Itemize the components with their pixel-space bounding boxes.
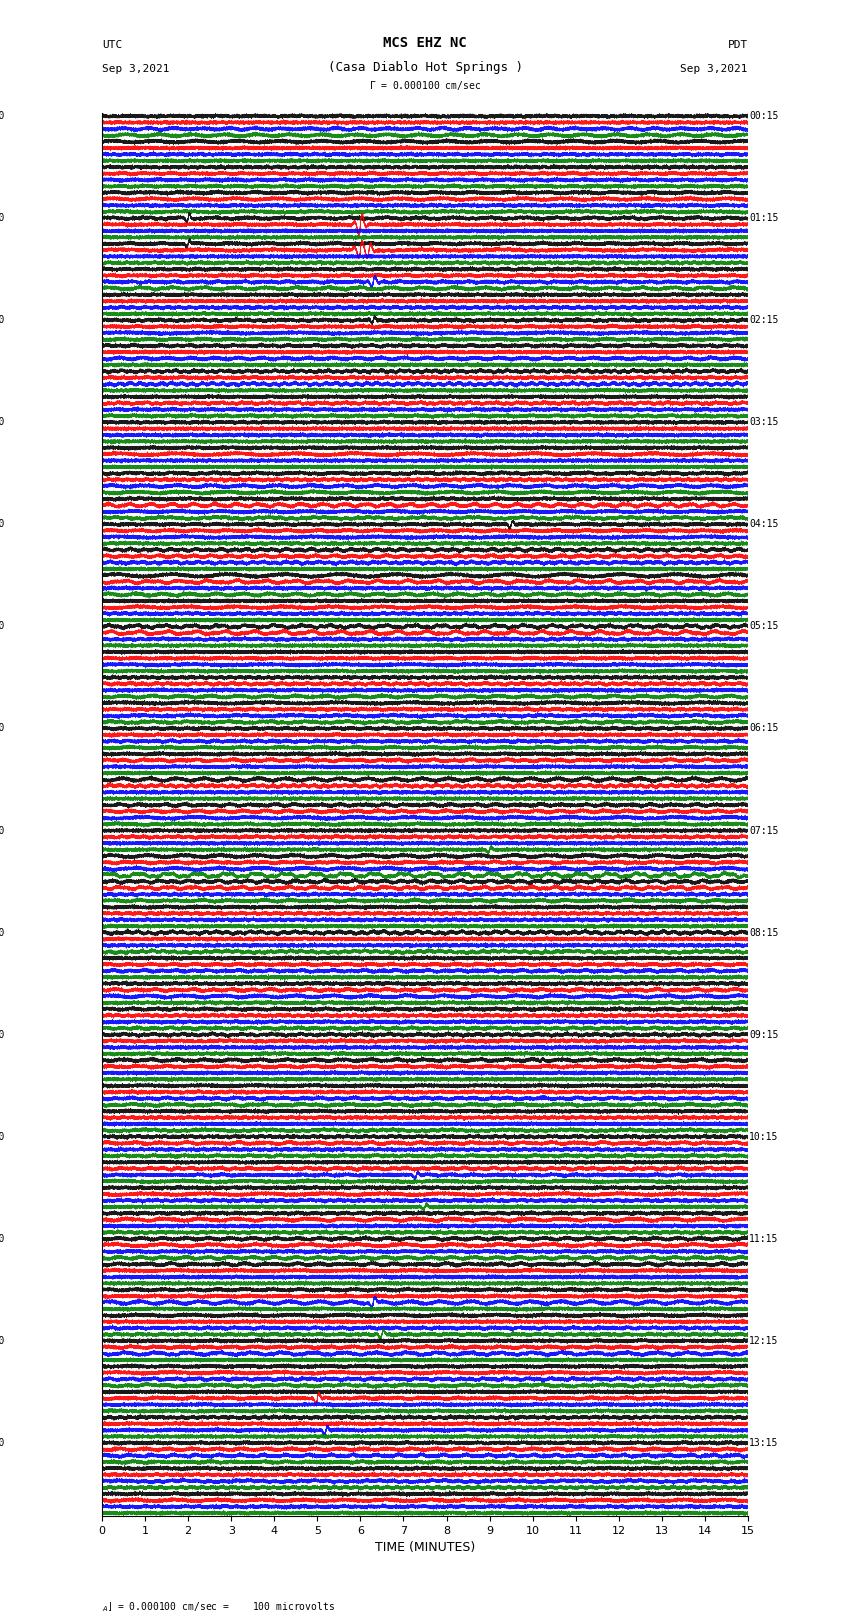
Text: (Casa Diablo Hot Springs ): (Casa Diablo Hot Springs ) [327,61,523,74]
Text: 10:15: 10:15 [750,1132,779,1142]
Text: 12:00: 12:00 [0,621,5,631]
Text: 17:00: 17:00 [0,1132,5,1142]
Text: Sep 3,2021: Sep 3,2021 [681,63,748,74]
Text: 19:00: 19:00 [0,1336,5,1345]
Text: 09:15: 09:15 [750,1029,779,1040]
Text: 04:15: 04:15 [750,519,779,529]
Text: 13:15: 13:15 [750,1437,779,1448]
Text: 09:00: 09:00 [0,315,5,326]
Text: $\mathsf{\Gamma}$ = 0.000100 cm/sec: $\mathsf{\Gamma}$ = 0.000100 cm/sec [369,79,481,92]
Text: 11:00: 11:00 [0,519,5,529]
Text: MCS EHZ NC: MCS EHZ NC [383,35,467,50]
X-axis label: TIME (MINUTES): TIME (MINUTES) [375,1542,475,1555]
Text: 01:15: 01:15 [750,213,779,223]
Text: 08:15: 08:15 [750,927,779,937]
Text: 20:00: 20:00 [0,1437,5,1448]
Text: 03:15: 03:15 [750,418,779,427]
Text: 10:00: 10:00 [0,418,5,427]
Text: PDT: PDT [728,40,748,50]
Text: 12:15: 12:15 [750,1336,779,1345]
Text: 08:00: 08:00 [0,213,5,223]
Text: 07:15: 07:15 [750,826,779,836]
Text: 15:00: 15:00 [0,927,5,937]
Text: 02:15: 02:15 [750,315,779,326]
Text: 11:15: 11:15 [750,1234,779,1244]
Text: Sep 3,2021: Sep 3,2021 [102,63,169,74]
Text: 06:15: 06:15 [750,724,779,734]
Text: 07:00: 07:00 [0,111,5,121]
Text: 00:15: 00:15 [750,111,779,121]
Text: 14:00: 14:00 [0,826,5,836]
Text: UTC: UTC [102,40,122,50]
Text: $_A\mathsf{\rfloor}$ = 0.000100 cm/sec =    100 microvolts: $_A\mathsf{\rfloor}$ = 0.000100 cm/sec =… [102,1600,335,1613]
Text: 16:00: 16:00 [0,1029,5,1040]
Text: 05:15: 05:15 [750,621,779,631]
Text: 18:00: 18:00 [0,1234,5,1244]
Text: 13:00: 13:00 [0,724,5,734]
